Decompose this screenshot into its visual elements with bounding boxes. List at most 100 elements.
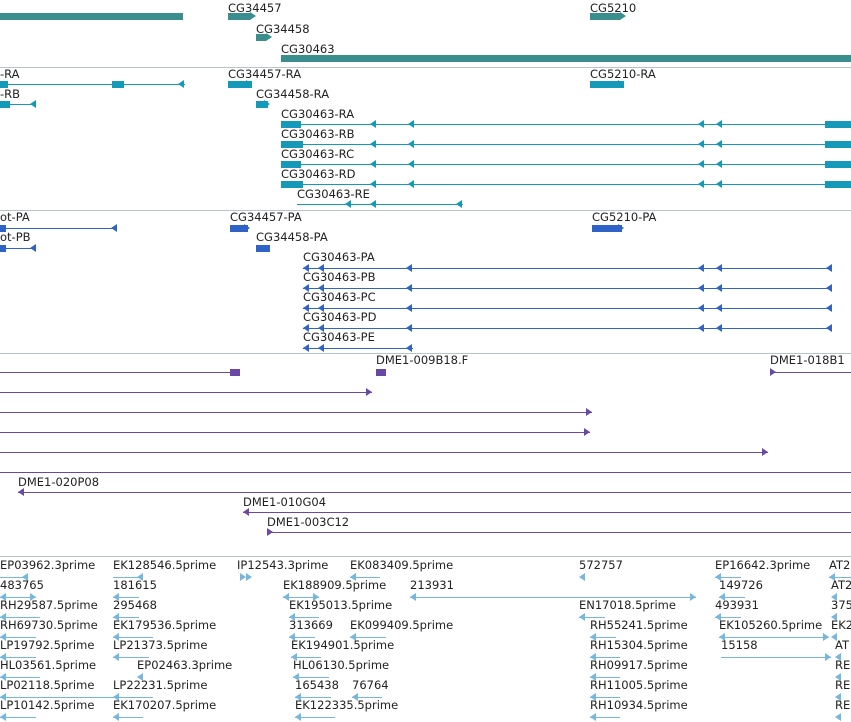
est-intron-line [829,577,851,578]
protein-label: CG30463-PE [303,330,375,344]
strand-left-arrow-icon [0,693,6,701]
strand-left-arrow-icon [456,200,462,208]
est-label: EK083409.5prime [350,558,454,572]
strand-left-arrow-icon [719,633,725,641]
est-label: AT2 [829,558,851,572]
gene-exon [0,13,183,20]
est-label: RE [835,658,851,672]
strand-left-arrow-icon [18,488,24,496]
strand-left-arrow-icon [831,633,837,641]
est-label: 295468 [113,598,157,612]
transcript-label: CG30463-RB [281,127,355,141]
gene-exon [590,13,620,20]
transcript-intron-line [297,204,463,205]
est-intron-line [283,597,319,598]
est-intron-line [0,577,28,578]
est-label: 76764 [352,678,389,692]
est-intron-line [721,657,831,658]
clone-intron-line [0,472,851,473]
strand-right-arrow-icon [762,448,768,456]
est-intron-line [0,597,36,598]
protein-label: ot-PA [0,211,30,224]
transcript-exon [281,121,301,128]
strand-left-arrow-icon [590,713,596,721]
transcript-exon [281,161,301,168]
strand-left-arrow-icon [352,693,358,701]
strand-left-arrow-icon [0,713,6,721]
clone-exon [230,369,240,376]
est-intron-line [289,617,319,618]
est-intron-line [0,697,120,698]
est-label: HL06130.5prime [293,658,390,672]
transcript-label: CG34458-RA [256,87,330,101]
strand-left-arrow-icon [303,264,309,272]
strand-left-arrow-icon [698,180,704,188]
est-label: RH15304.5prime [590,638,688,652]
est-label: 149726 [719,578,763,592]
est-intron-line [295,717,335,718]
est-label: 483765 [0,578,44,592]
strand-left-arrow-icon [406,344,412,352]
transcript-intron-line [281,124,851,125]
strand-left-arrow-icon [113,593,119,601]
clone-label: DME1-018B1 [770,354,845,367]
transcript-exon [825,161,851,168]
est-label: RE [835,678,851,692]
strand-left-arrow-icon [408,140,414,148]
est-intron-line [0,637,36,638]
strand-right-arrow-icon [267,528,273,536]
transcript-label: CG30463-RA [281,107,355,121]
clone-label: DME1-009B18.F [376,354,469,367]
transcript-exon [228,81,252,88]
protein-label: CG30463-PB [303,270,376,284]
protein-intron-line [303,328,831,329]
clone-intron-line [243,512,851,513]
gene-label: CG5210 [590,1,637,15]
strand-left-arrow-icon [289,633,295,641]
strand-left-arrow-icon [698,324,704,332]
strand-left-arrow-icon [370,160,376,168]
strand-left-arrow-icon [715,613,721,621]
est-intron-line [350,637,386,638]
transcript-exon [256,101,268,108]
transcript-intron-line [0,84,185,85]
strand-left-arrow-icon [30,100,36,108]
est-intron-line [579,617,605,618]
transcript-exon [0,101,10,108]
strand-left-arrow-icon [826,324,832,332]
est-label: EP16642.3prime [715,558,811,572]
est-intron-line [0,617,40,618]
gene-label: CG30463 [281,42,335,56]
protein-label: ot-PB [0,230,31,244]
strand-left-arrow-icon [831,593,837,601]
strand-left-arrow-icon [0,613,6,621]
est-intron-line [295,697,331,698]
protein-exon [256,245,270,252]
gene-track: CG34457 CG34458 CG30463 CG5210 [0,0,851,67]
strand-left-arrow-icon [826,264,832,272]
strand-right-arrow-icon [825,653,831,661]
est-intron-line [113,697,153,698]
strand-left-arrow-icon [831,613,837,621]
transcript-exon [0,81,8,88]
strand-left-arrow-icon [579,573,585,581]
transcript-label: CG30463-RE [297,187,370,201]
strand-left-arrow-icon [318,344,324,352]
est-label: EK195013.5prime [289,598,393,612]
strand-left-arrow-icon [137,673,143,681]
strand-left-arrow-icon [113,613,119,621]
strand-right-arrow-icon [366,388,372,396]
strand-left-arrow-icon [579,613,585,621]
est-label: 213931 [410,578,454,592]
clone-track: DME1-009B18.F DME1-018B1 DME1-020P08 DME1-0… [0,354,851,556]
est-label: EK2 [831,618,851,632]
transcript-intron-line [0,104,36,105]
est-intron-line [293,677,329,678]
strand-left-arrow-icon [113,693,119,701]
transcript-track: -RA -RB CG34457-RA CG34458-RA CG30463-RA CG30… [0,68,851,210]
strand-left-arrow-icon [826,304,832,312]
est-intron-line [0,657,36,658]
strand-left-arrow-icon [370,180,376,188]
track-divider [0,556,851,557]
strand-left-arrow-icon [291,653,297,661]
